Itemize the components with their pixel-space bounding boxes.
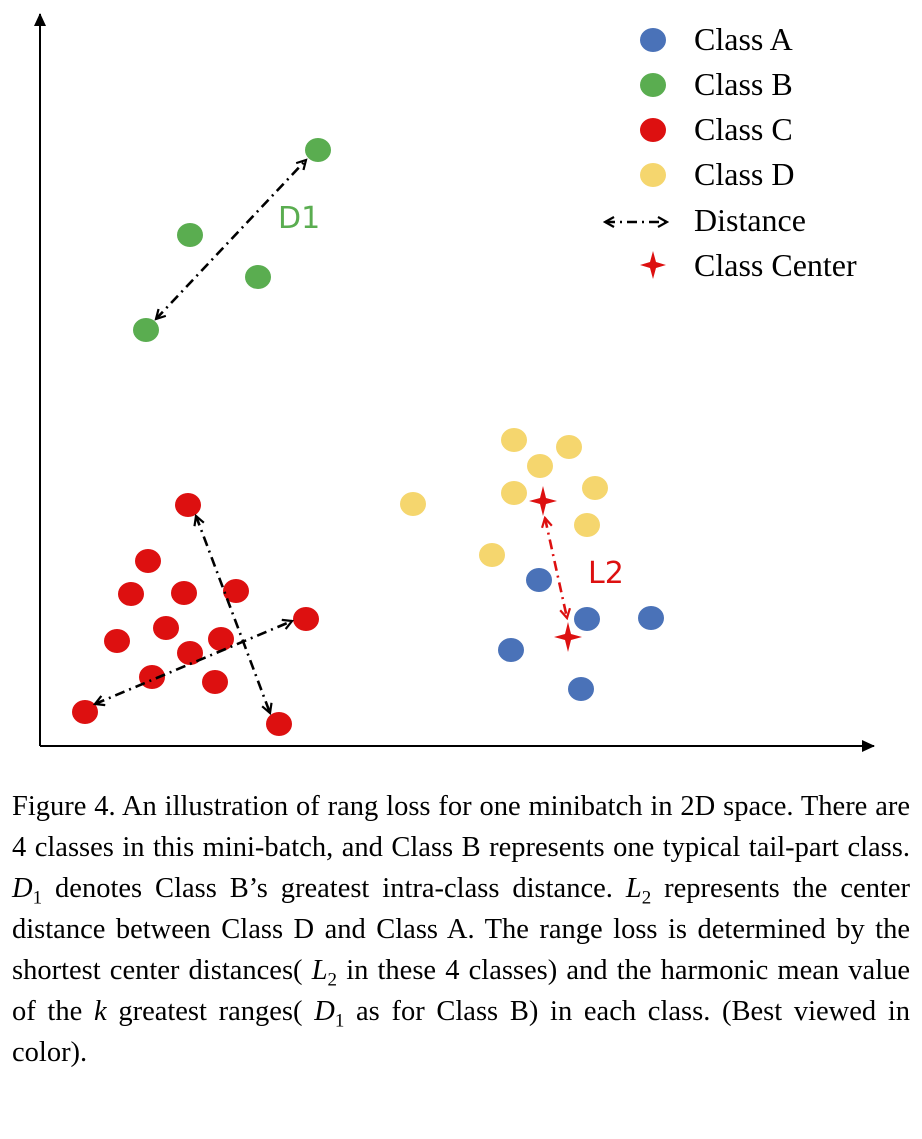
- class-c-point: [208, 627, 234, 651]
- caption-d1-text: denotes Class B’s greatest intra-class d…: [55, 873, 613, 904]
- caption-l2-text: represents the center distance between C…: [12, 873, 910, 986]
- class-d-center-star: [529, 486, 557, 516]
- l2-distance-arrow: [545, 518, 567, 618]
- d1-distance-arrow: [156, 160, 306, 319]
- legend-class-b-marker: [640, 73, 666, 97]
- legend-class-c-marker: [640, 118, 666, 142]
- class-c-point: [72, 700, 98, 724]
- d1-label: D1: [278, 201, 320, 236]
- class-c-point: [135, 549, 161, 573]
- class-a-point: [638, 606, 664, 630]
- class-a-point: [526, 568, 552, 592]
- class-d-point: [556, 435, 582, 459]
- legend-class-center-label: Class Center: [694, 247, 857, 283]
- figure-caption: Figure 4. An illustration of rang loss f…: [12, 786, 910, 1073]
- caption-l2-subscript: 2: [641, 887, 652, 909]
- caption-tail-text: as for Class B) in each class. (Best vie…: [12, 996, 911, 1068]
- class-d-point: [527, 454, 553, 478]
- caption-lead: Figure 4. An illustration of rang loss f…: [12, 791, 910, 863]
- class-c-point: [118, 582, 144, 606]
- class-b-point: [133, 318, 159, 342]
- legend-class-a-label: Class A: [694, 21, 793, 57]
- caption-mid-text: in these 4 classes) and the harmonic mea…: [12, 955, 911, 1027]
- legend-class-d-marker: [640, 163, 666, 187]
- caption-d1-subscript: 1: [32, 887, 43, 909]
- caption-d1-symbol: D: [12, 873, 33, 904]
- class-b-point: [245, 265, 271, 289]
- class-b-point: [177, 223, 203, 247]
- class-d-point: [574, 513, 600, 537]
- legend: Class A Class B Class C Class D Distance…: [605, 21, 857, 283]
- legend-class-a-marker: [640, 28, 666, 52]
- caption-l2b-subscript: 2: [327, 969, 338, 991]
- class-c-point: [202, 670, 228, 694]
- legend-class-center-marker: [640, 251, 666, 279]
- l2-label: L2: [588, 556, 624, 591]
- class-d-point: [501, 481, 527, 505]
- legend-distance-label: Distance: [694, 202, 806, 238]
- class-d-point: [479, 543, 505, 567]
- caption-l2-symbol: L: [625, 873, 642, 904]
- class-c-point: [171, 581, 197, 605]
- class-a-points: [498, 568, 664, 701]
- class-c-point: [175, 493, 201, 517]
- class-a-center-star: [554, 622, 582, 652]
- class-c-point: [153, 616, 179, 640]
- class-b-point: [305, 138, 331, 162]
- caption-k-symbol: k: [93, 996, 107, 1027]
- class-c-point: [104, 629, 130, 653]
- caption-l2b-symbol: L: [311, 955, 328, 986]
- range-loss-diagram: D1 L2: [34, 13, 875, 752]
- class-b-points: [133, 138, 331, 342]
- class-c-point: [293, 607, 319, 631]
- class-d-point: [501, 428, 527, 452]
- caption-d1b-subscript: 1: [334, 1010, 345, 1032]
- class-c-point: [266, 712, 292, 736]
- class-d-points: [400, 428, 608, 567]
- class-c-points: [72, 493, 319, 736]
- class-a-point: [498, 638, 524, 662]
- caption-d1b-symbol: D: [314, 996, 335, 1027]
- class-d-point: [582, 476, 608, 500]
- legend-class-c-label: Class C: [694, 111, 793, 147]
- legend-class-d-label: Class D: [694, 156, 794, 192]
- class-d-point: [400, 492, 426, 516]
- class-a-point: [574, 607, 600, 631]
- caption-k-text: greatest ranges(: [118, 996, 303, 1027]
- class-a-point: [568, 677, 594, 701]
- legend-class-b-label: Class B: [694, 66, 793, 102]
